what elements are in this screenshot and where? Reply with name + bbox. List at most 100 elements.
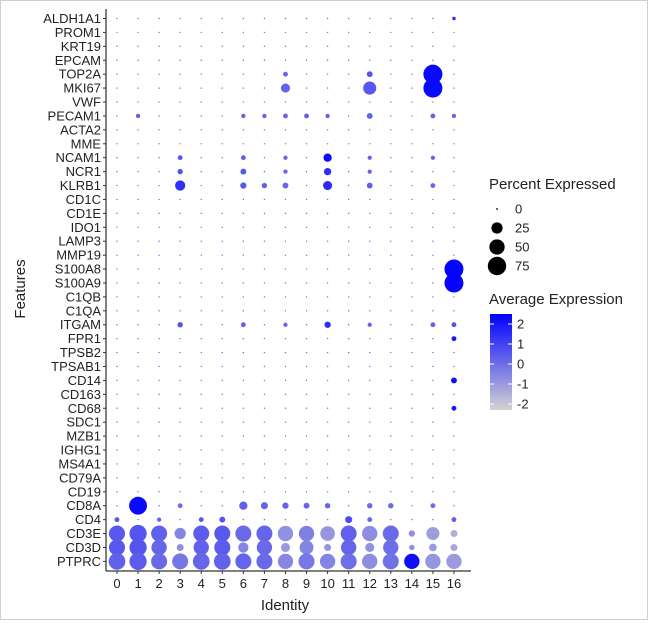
- dot-MME-9: [305, 143, 308, 145]
- y-tick-label: CD4: [75, 512, 101, 527]
- dot-MS4A1-15: [432, 463, 434, 465]
- dot-PECAM1-16: [451, 113, 457, 119]
- dot-CD79A-10: [326, 477, 329, 479]
- dot-MMP19-6: [242, 254, 245, 256]
- dot-EPCAM-8: [284, 59, 287, 61]
- dot-TPSB2-7: [263, 351, 266, 354]
- dot-VWF-11: [347, 101, 350, 103]
- x-tick-label: 9: [303, 576, 310, 591]
- dot-CD163-3: [179, 393, 181, 396]
- dot-VWF-9: [305, 101, 308, 103]
- x-tick-label: 1: [134, 576, 141, 591]
- dot-S100A9-12: [369, 282, 371, 284]
- dot-PROM1-0: [116, 31, 118, 34]
- size-legend-title: Percent Expressed: [489, 176, 616, 193]
- dot-FPR1-13: [390, 337, 392, 340]
- x-axis: 0 1 2 3 4 5 6 7 8 9 10 11 12 13 14 15 16: [106, 570, 471, 591]
- y-tick-label: PECAM1: [48, 108, 101, 123]
- dot-CD8A-13: [388, 502, 394, 509]
- dot-CD3E-13: [382, 525, 399, 542]
- dot-CD68-14: [411, 407, 413, 409]
- color-legend-bar: [490, 314, 512, 410]
- dot-CD68-6: [242, 407, 245, 409]
- dot-TPSB2-11: [347, 351, 350, 354]
- y-tick-label: KRT19: [61, 39, 101, 54]
- x-tick-label: 15: [426, 576, 440, 591]
- dot-VWF-14: [411, 101, 413, 103]
- dot-CD4-6: [242, 518, 245, 521]
- dot-CD14-15: [432, 379, 434, 382]
- dot-PTPRC-15: [425, 553, 441, 570]
- dot-EPCAM-14: [411, 59, 413, 61]
- y-tick-label: ALDH1A1: [43, 11, 101, 26]
- dot-CD3D-6: [238, 542, 249, 553]
- dot-CD3E-0: [108, 525, 126, 542]
- dot-TPSAB1-15: [432, 365, 434, 368]
- dot-CD8A-7: [260, 502, 268, 510]
- dot-PROM1-5: [221, 31, 223, 34]
- y-tick-label: KLRB1: [60, 178, 101, 193]
- dot-CD163-15: [432, 393, 434, 396]
- dot-KRT19-11: [347, 45, 350, 48]
- size-legend-dot: [491, 222, 503, 234]
- dot-ITGAM-9: [305, 324, 308, 326]
- dot-CD68-11: [347, 407, 350, 409]
- dot-ALDH1A1-15: [432, 17, 434, 20]
- dot-TPSB2-4: [200, 351, 202, 354]
- dot-CD163-6: [242, 393, 245, 396]
- dot-S100A8-4: [200, 268, 202, 270]
- dot-MME-7: [263, 143, 266, 145]
- dot-FPR1-8: [284, 337, 287, 340]
- dot-EPCAM-9: [305, 59, 308, 61]
- dot-LAMP3-9: [305, 240, 308, 242]
- dot-IGHG1-11: [347, 449, 350, 451]
- size-legend-label: 75: [515, 259, 529, 274]
- dot-PROM1-15: [432, 31, 434, 34]
- x-axis-title: Identity: [261, 597, 310, 614]
- dot-CD163-12: [369, 393, 371, 396]
- dot-MME-2: [158, 143, 160, 145]
- dot-PTPRC-4: [192, 553, 210, 570]
- dot-KRT19-5: [221, 45, 223, 48]
- dot-EPCAM-13: [390, 59, 392, 61]
- dot-MME-8: [284, 143, 287, 145]
- dot-CD163-9: [305, 393, 308, 396]
- dot-MME-15: [432, 143, 434, 145]
- dot-S100A9-15: [432, 282, 434, 284]
- dot-CD4-10: [326, 518, 329, 521]
- dot-NCR1-11: [347, 170, 350, 173]
- dot-SDC1-7: [263, 421, 266, 423]
- dot-CD1E-6: [242, 212, 245, 215]
- dot-CD4-2: [156, 517, 162, 522]
- dot-MKI67-2: [158, 87, 160, 89]
- dot-CD1E-15: [432, 212, 434, 215]
- dot-S100A9-13: [390, 282, 392, 284]
- dot-IDO1-16: [453, 226, 455, 228]
- dot-MMP19-5: [221, 254, 223, 256]
- y-tick-label: CD79A: [59, 470, 101, 485]
- dot-TPSAB1-1: [137, 365, 139, 368]
- y-tick-label: S100A9: [55, 275, 101, 290]
- dot-CD19-6: [242, 491, 245, 493]
- dot-IDO1-2: [158, 226, 160, 228]
- dot-CD1C-11: [347, 198, 350, 201]
- dot-CD1C-10: [326, 198, 329, 201]
- dot-CD1E-11: [347, 212, 350, 215]
- dot-S100A8-5: [221, 268, 223, 270]
- dot-S100A8-11: [347, 268, 350, 270]
- dot-MKI67-1: [137, 87, 139, 89]
- dot-IDO1-8: [284, 226, 287, 228]
- dot-S100A8-16: [444, 259, 464, 279]
- dot-CD79A-0: [116, 477, 118, 479]
- dot-MMP19-14: [411, 254, 413, 256]
- dot-PTPRC-1: [129, 552, 147, 571]
- dot-KLRB1-7: [261, 182, 268, 189]
- dot-NCR1-9: [305, 170, 308, 173]
- dot-TPSB2-13: [390, 351, 392, 354]
- dot-FPR1-3: [179, 337, 181, 340]
- dot-CD79A-7: [263, 477, 266, 479]
- dot-CD1E-7: [263, 212, 266, 215]
- dot-IGHG1-13: [390, 449, 392, 451]
- dot-PROM1-11: [347, 31, 350, 34]
- y-tick-label: LAMP3: [58, 234, 101, 249]
